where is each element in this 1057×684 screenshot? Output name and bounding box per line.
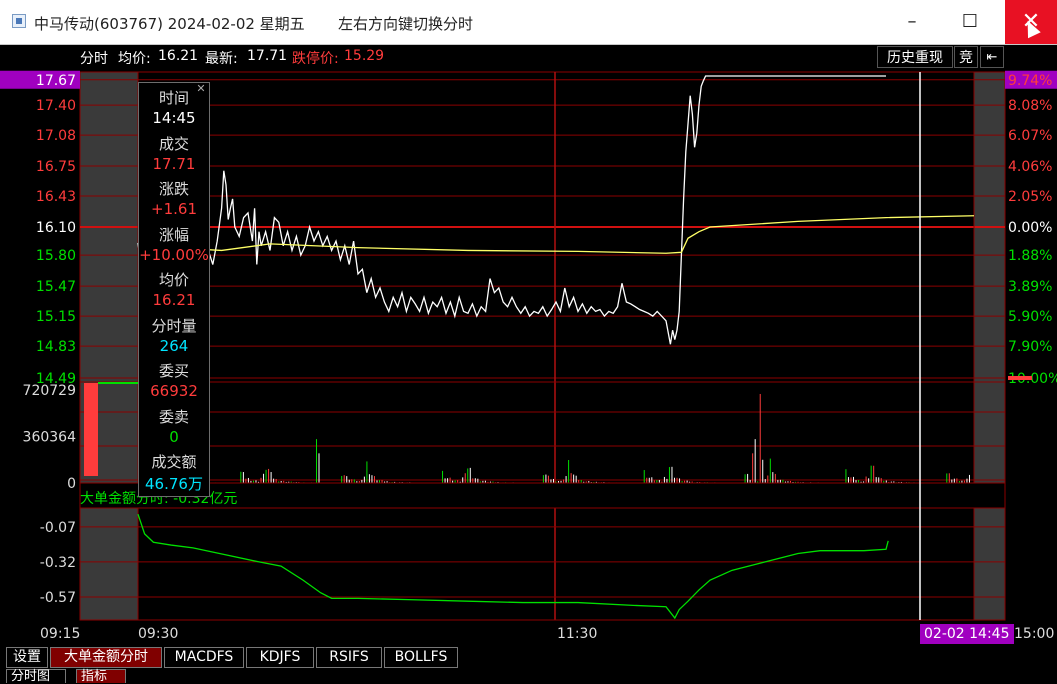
tooltip-value: 17.71	[152, 154, 196, 173]
navigation-hint: 左右方向键切换分时	[338, 15, 474, 33]
tooltip-value: 16.21	[152, 291, 196, 309]
tooltip-value: +10.00%	[139, 245, 209, 264]
price-line	[137, 75, 886, 345]
volume-tick-label: 0	[67, 476, 76, 492]
volume-tick-label: 360364	[23, 430, 77, 446]
back-to-start-icon[interactable]: ⇤	[980, 46, 1004, 68]
pct-tick-label: 3.89%	[1008, 279, 1052, 295]
tooltip-label: 涨跌	[158, 180, 189, 198]
pct-tick-label: 5.90%	[1008, 309, 1052, 325]
pct-tick-label: 7.90%	[1008, 339, 1052, 355]
info-bar: 分时 均价: 16.21 最新: 17.71 跌停价: 15.29	[0, 45, 1005, 69]
time-tick-label: 09:15	[40, 626, 80, 642]
price-tick-label: 17.40	[36, 98, 76, 114]
intraday-chart[interactable]: 17.67 9.74% 17.40 8.08% 17.08 6.07% 16.75 4.06%…	[0, 0, 1057, 646]
indicator-tick-label: -0.57	[40, 590, 76, 606]
price-tick-label: 16.43	[36, 189, 76, 205]
price-tick-label: 15.80	[36, 248, 76, 264]
window-title: 中马传动(603767) 2024-02-02 星期五	[34, 15, 305, 33]
tooltip-label: 均价	[158, 271, 189, 289]
limit-marker	[1008, 376, 1032, 380]
title-bar: 中马传动(603767) 2024-02-02 星期五 左右方向键切换分时 – …	[0, 0, 1057, 45]
maximize-button[interactable]: ☐	[961, 11, 979, 32]
current-price-highlight-label: 17.67	[36, 73, 76, 89]
latest-price-value: 17.71	[247, 48, 288, 64]
volume-tick-label: 720729	[23, 383, 76, 399]
indicator-tab[interactable]: RSIFS	[316, 647, 382, 668]
indicator-tick-label: -0.07	[40, 520, 76, 536]
auction-button[interactable]: 竞	[954, 46, 978, 68]
price-tick-label: 14.49	[36, 371, 76, 387]
crosshair-time-highlight	[920, 624, 1014, 644]
view-tabs	[0, 668, 1057, 682]
tooltip-label: 涨幅	[158, 225, 189, 244]
indicator-tick-label: -0.32	[40, 555, 76, 571]
mode-label: 分时	[80, 51, 108, 67]
tooltip-value: 46.76万	[145, 475, 203, 493]
close-button[interactable]: ✕	[1005, 0, 1057, 44]
indicator-tab[interactable]: MACDFS	[164, 647, 244, 668]
minimize-button[interactable]: –	[907, 11, 917, 32]
avg-price-label: 均价:	[118, 51, 151, 67]
current-price-highlight	[0, 70, 80, 89]
pct-tick-label: 1.88%	[1008, 248, 1052, 264]
indicator-tab[interactable]: 设置	[6, 647, 48, 668]
tooltip-label: 分时量	[151, 316, 197, 335]
pct-tick-label: 8.08%	[1008, 98, 1052, 114]
app-icon	[12, 14, 26, 28]
big_order_net-line	[137, 514, 889, 620]
tooltip-value: 0	[169, 427, 179, 446]
call-auction-volume-bar	[84, 383, 98, 476]
view-tab[interactable]: 指标	[76, 669, 126, 684]
tooltip-close-icon[interactable]: ✕	[196, 82, 206, 95]
price-tick-label: 15.47	[36, 279, 76, 295]
time-tick-label: 09:30	[138, 626, 178, 642]
tooltip-value: 14:45	[152, 109, 196, 127]
price-tick-label: 17.08	[36, 128, 76, 144]
tooltip-value: +1.61	[151, 200, 197, 218]
latest-price-label: 最新:	[205, 51, 238, 67]
current-pct-highlight-label: 9.74%	[1008, 73, 1052, 89]
time-tick-label: 11:30	[557, 626, 597, 642]
indicator-tab[interactable]: 大单金额分时	[50, 647, 162, 668]
indicator-tab[interactable]: KDJFS	[246, 647, 314, 668]
history-replay-button[interactable]: 历史重现	[877, 46, 953, 68]
crosshair-time-label: 02-02 14:45	[924, 626, 1009, 642]
tooltip-label: 成交额	[151, 453, 197, 471]
view-tab[interactable]: 分时图	[6, 669, 66, 684]
tooltip-label: 委卖	[158, 407, 189, 426]
pct-tick-label: 4.06%	[1008, 159, 1052, 175]
limit-price-value: 15.29	[344, 48, 385, 64]
pct-tick-label: 6.07%	[1008, 128, 1052, 144]
limit-price-label: 跌停价:	[292, 51, 339, 67]
pct-tick-label: 2.05%	[1008, 189, 1052, 205]
price-tick-label: 15.15	[36, 309, 76, 325]
tooltip-label: 时间	[158, 89, 189, 107]
price-tick-label: 16.10	[36, 220, 76, 236]
tooltip-value: 264	[159, 336, 189, 355]
indicator-tab[interactable]: BOLLFS	[384, 647, 458, 668]
tooltip-label: 委买	[158, 362, 189, 380]
time-tick-label: 15:00	[1014, 626, 1054, 642]
tooltip-value: 66932	[150, 382, 198, 400]
price-tick-label: 16.75	[36, 159, 76, 175]
pct-tick-label: 0.00%	[1008, 220, 1052, 236]
current-pct-highlight	[1005, 70, 1057, 89]
data-tooltip-panel: ✕ 时间 14:45 成交 17.71 涨跌 +1.61 涨幅 +10.00% 均价 16.21 分…	[138, 82, 210, 497]
avg-price-value: 16.21	[158, 48, 199, 64]
pct-tick-label: 10.00%	[1008, 371, 1057, 387]
avg-line	[137, 215, 975, 254]
tooltip-label: 成交	[158, 134, 189, 153]
indicator-header	[79, 482, 1006, 509]
price-tick-label: 14.83	[36, 339, 76, 355]
